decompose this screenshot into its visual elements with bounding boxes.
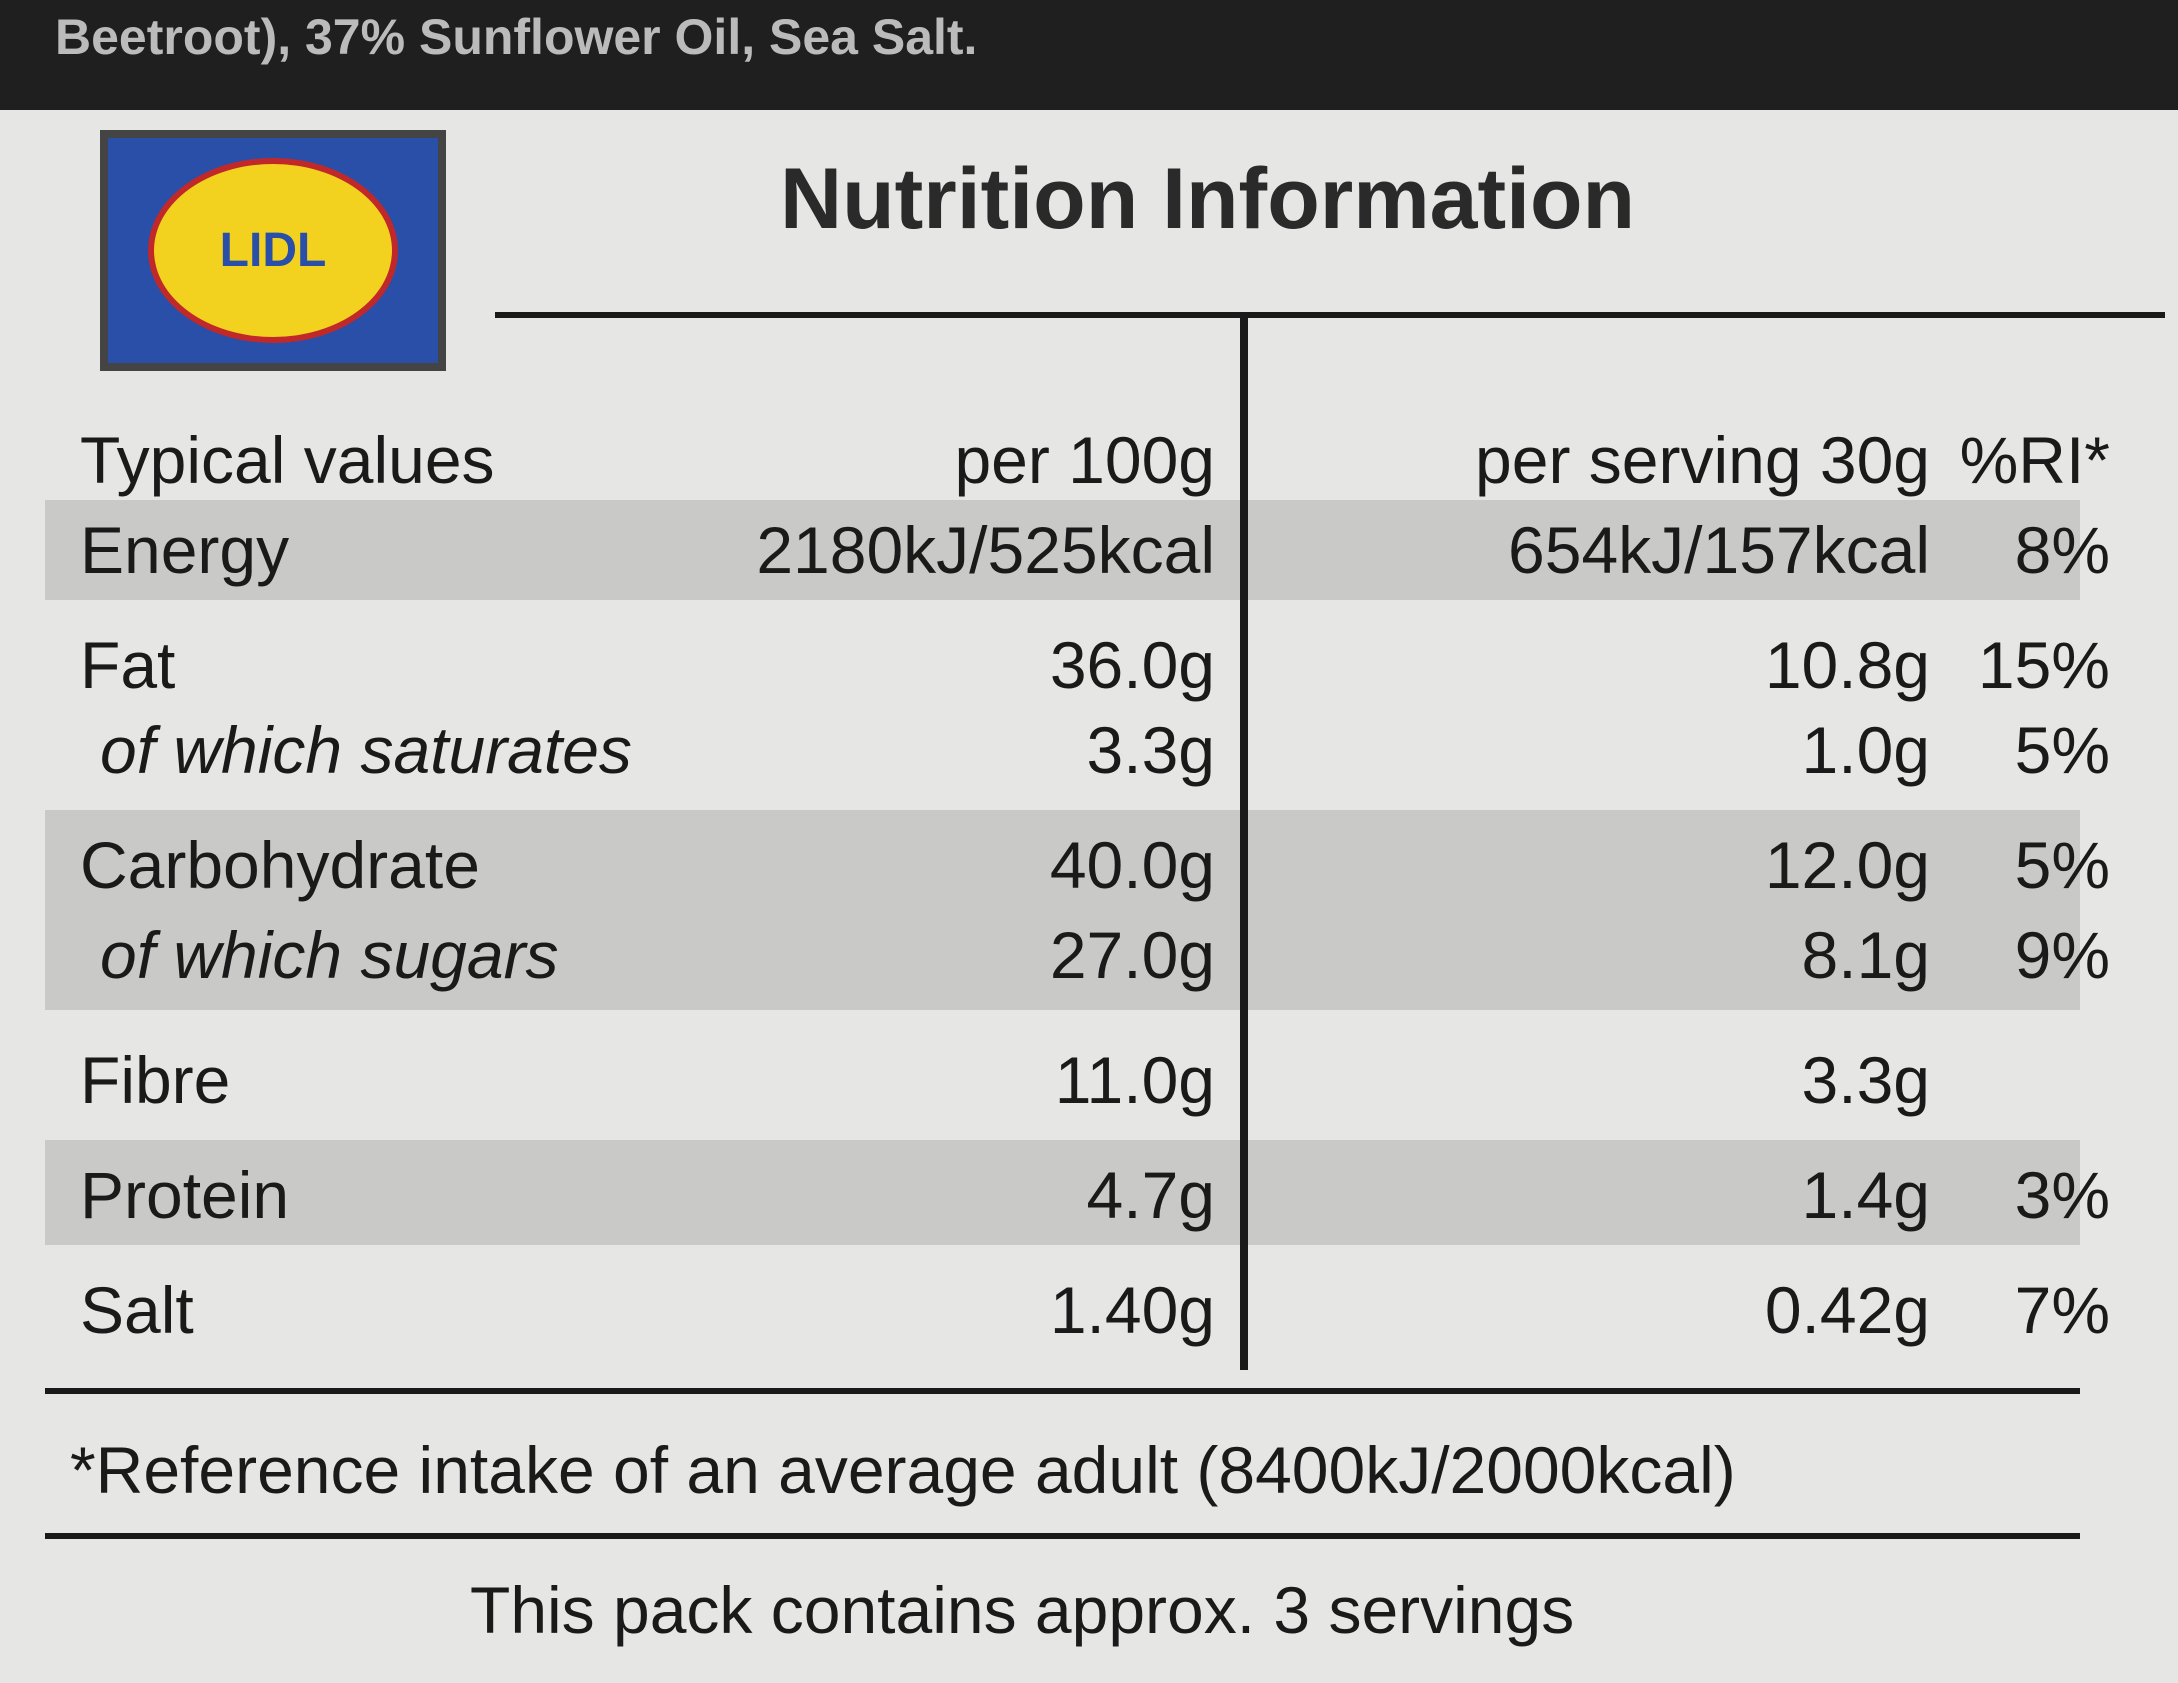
per-serving: 654kJ/157kcal bbox=[1508, 513, 1930, 587]
row-band bbox=[45, 500, 2080, 600]
title: Nutrition Information bbox=[780, 151, 1636, 247]
per-serving: 3.3g bbox=[1801, 1043, 1930, 1117]
ri-percent: %RI* bbox=[1959, 423, 2110, 497]
nutrient: Carbohydrate bbox=[80, 828, 480, 902]
row-band bbox=[45, 1140, 2080, 1245]
per-100g: 1.40g bbox=[1049, 1273, 1215, 1347]
ri-percent: 8% bbox=[2014, 513, 2110, 587]
nutrient: Fat bbox=[80, 628, 176, 702]
per-100g: 27.0g bbox=[1049, 918, 1215, 992]
nutrient: Energy bbox=[80, 513, 290, 587]
nutrient: of which saturates bbox=[100, 713, 632, 787]
per-100g: 2180kJ/525kcal bbox=[756, 513, 1215, 587]
ingredients-text: Beetroot), 37% Sunflower Oil, Sea Salt. bbox=[55, 9, 978, 65]
nutrient: of which sugars bbox=[100, 918, 559, 992]
per-100g: 3.3g bbox=[1086, 713, 1215, 787]
per-serving: 8.1g bbox=[1801, 918, 1930, 992]
per-100g: 4.7g bbox=[1086, 1158, 1215, 1232]
nutrient: Protein bbox=[80, 1158, 290, 1232]
nutrient: Fibre bbox=[80, 1043, 231, 1117]
ri-percent: 9% bbox=[2014, 918, 2110, 992]
nutrient: Salt bbox=[80, 1273, 194, 1347]
per-100g: 36.0g bbox=[1049, 628, 1215, 702]
per-serving: 10.8g bbox=[1764, 628, 1930, 702]
per-100g: 11.0g bbox=[1054, 1043, 1215, 1117]
ri-percent: 15% bbox=[1977, 628, 2110, 702]
logo-box: LIDL bbox=[100, 130, 446, 371]
nutrient: Typical values bbox=[80, 423, 495, 497]
title-rule bbox=[495, 312, 2165, 318]
footnote: *Reference intake of an average adult (8… bbox=[70, 1433, 1736, 1507]
per-serving: 1.4g bbox=[1801, 1158, 1930, 1232]
per-100g: 40.0g bbox=[1049, 828, 1215, 902]
ri-percent: 3% bbox=[2014, 1158, 2110, 1232]
footnote-rule bbox=[45, 1533, 2080, 1539]
per-serving: 0.42g bbox=[1764, 1273, 1930, 1347]
table-rule bbox=[45, 1388, 2080, 1394]
ri-percent: 7% bbox=[2014, 1273, 2110, 1347]
per-100g: per 100g bbox=[954, 423, 1215, 497]
logo: LIDL bbox=[148, 158, 398, 343]
ri-percent: 5% bbox=[2014, 713, 2110, 787]
ri-percent: 5% bbox=[2014, 828, 2110, 902]
column-divider bbox=[1240, 315, 1248, 1370]
per-serving: per serving 30g bbox=[1475, 423, 1930, 497]
servings-note: This pack contains approx. 3 servings bbox=[470, 1573, 1575, 1647]
per-serving: 1.0g bbox=[1801, 713, 1930, 787]
row-band bbox=[45, 810, 2080, 1010]
per-serving: 12.0g bbox=[1764, 828, 1930, 902]
